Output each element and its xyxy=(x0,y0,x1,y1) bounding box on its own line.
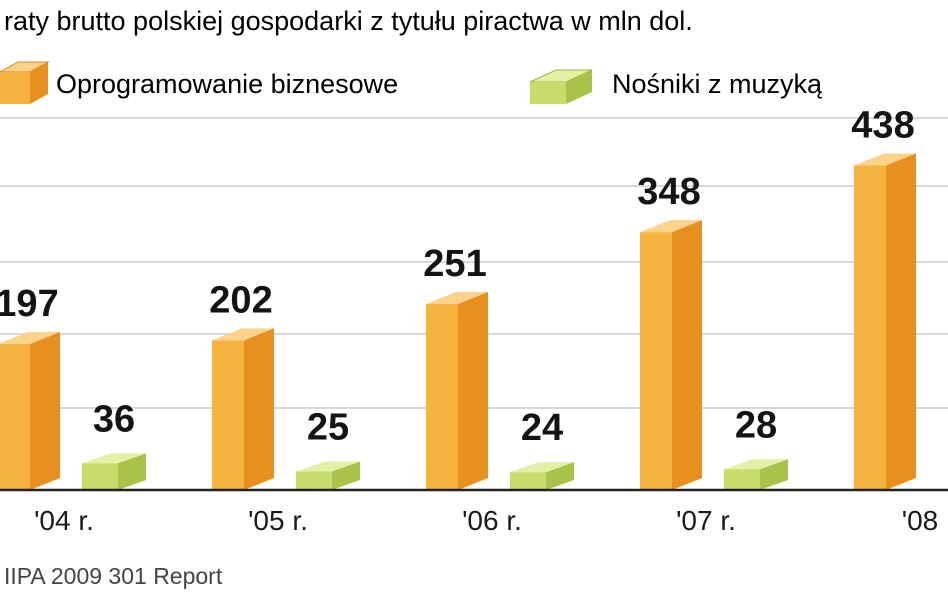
legend-swatch-music-side xyxy=(566,70,592,104)
bar-music-1-side xyxy=(332,461,360,490)
source-note: IIPA 2009 301 Report xyxy=(4,563,223,589)
bar-software-4-side xyxy=(886,153,916,490)
bar-music-1-front xyxy=(296,471,332,490)
bar-music-3-side xyxy=(760,459,788,490)
x-tick-label-1: '05 r. xyxy=(248,505,308,536)
x-tick-label-0: '04 r. xyxy=(34,505,94,536)
bar-music-2-side xyxy=(546,462,574,490)
bar-music-0-top xyxy=(82,453,146,464)
bar-software-1-side xyxy=(244,328,274,490)
bar-music-1-top xyxy=(296,461,360,472)
legend-label-music: Nośniki z muzyką xyxy=(612,69,823,99)
bar-music-1 xyxy=(296,461,360,490)
bar-software-2-front xyxy=(426,304,458,490)
bar-music-0-side xyxy=(118,453,146,490)
bar-software-0-front xyxy=(0,344,30,490)
bar-music-2 xyxy=(510,462,574,490)
bar-software-2-side xyxy=(458,292,488,490)
x-tick-labels: '04 r. '05 r. '06 r. '07 r. '08 xyxy=(34,505,938,536)
bar-software-2-top xyxy=(426,292,488,305)
x-tick-label-2: '06 r. xyxy=(462,505,522,536)
bar-software-1-front xyxy=(212,340,244,490)
bar-music-0-front xyxy=(82,463,118,490)
value-label-software-2: 251 xyxy=(423,243,486,285)
value-label-software-3: 348 xyxy=(637,171,700,213)
value-labels: 197362022525124348284381 xyxy=(0,104,915,449)
legend-item-software: Oprogramowanie biznesowe xyxy=(0,61,398,104)
legend-item-music: Nośniki z muzyką xyxy=(529,69,823,104)
bar-music-3 xyxy=(724,459,788,490)
bars xyxy=(0,153,916,490)
bar-software-3 xyxy=(640,220,702,490)
bar-music-2-front xyxy=(510,472,546,490)
value-label-music-3: 28 xyxy=(735,404,777,446)
chart-title: raty brutto polskiej gospodarki z tytułu… xyxy=(4,6,693,36)
bar-software-1 xyxy=(212,328,274,490)
legend: Oprogramowanie biznesowe Nośniki z muzyk… xyxy=(0,61,823,104)
bar-music-0 xyxy=(82,453,146,490)
bar-software-0 xyxy=(0,332,60,490)
legend-swatch-music-front xyxy=(530,82,566,104)
value-label-software-4: 438 xyxy=(851,104,914,146)
bar-music-2-top xyxy=(510,462,574,473)
bar-software-0-top xyxy=(0,332,60,345)
bar-software-1-top xyxy=(212,328,274,341)
value-label-music-1: 25 xyxy=(307,406,349,448)
bar-music-3-top xyxy=(724,459,788,470)
value-label-music-0: 36 xyxy=(93,398,135,440)
value-label-software-1: 202 xyxy=(209,279,272,321)
bar-software-3-top xyxy=(640,220,702,233)
bar-software-4-front xyxy=(854,165,886,490)
bar-software-0-side xyxy=(30,332,60,490)
legend-swatch-software-front xyxy=(0,72,30,104)
legend-swatch-software-side xyxy=(30,62,48,104)
bar-software-2 xyxy=(426,292,488,490)
bar-software-3-front xyxy=(640,232,672,490)
legend-label-software: Oprogramowanie biznesowe xyxy=(56,69,398,99)
bar-software-4-top xyxy=(854,153,916,166)
bar-software-4 xyxy=(854,153,916,490)
x-tick-label-3: '07 r. xyxy=(676,505,736,536)
bar-software-3-side xyxy=(672,220,702,490)
x-tick-label-4: '08 xyxy=(902,505,939,536)
bar-music-3-front xyxy=(724,469,760,490)
value-label-music-2: 24 xyxy=(521,407,563,449)
value-label-software-0: 197 xyxy=(0,283,59,325)
